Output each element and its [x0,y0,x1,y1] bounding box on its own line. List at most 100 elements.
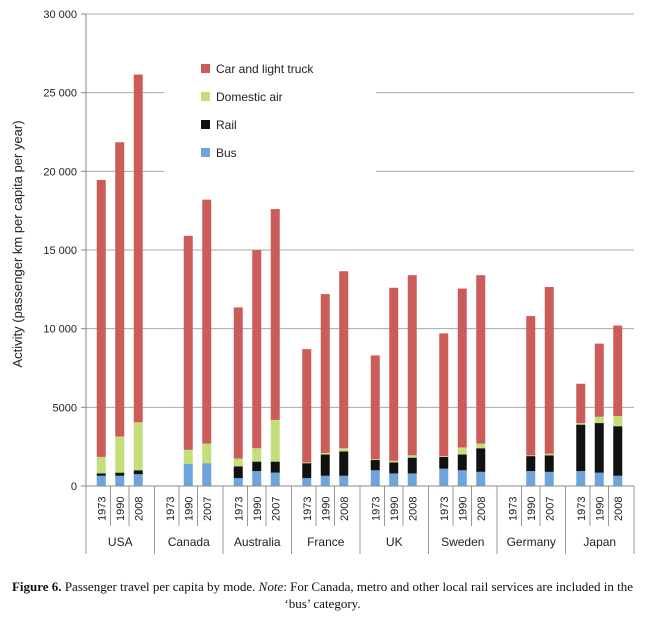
bar-segment-rail [339,451,349,476]
x-axis: 1973 1990 2008 USA 1973 1990 2007 Canada 1973 199… [85,485,635,554]
bar-segment-rail [96,473,106,476]
bar-segment-domestic-air [389,460,399,463]
bar-segment-rail [594,423,604,473]
legend-swatch [201,120,210,129]
caption-note-text: : For Canada, metro and other local rail… [283,579,634,611]
bar-segment-car-and-light-truck [270,209,280,420]
legend-label: Rail [216,118,237,132]
bar-segment-rail [544,455,554,472]
legend-swatch [201,64,210,73]
legend-label: Domestic air [216,90,283,104]
bars [96,74,623,486]
x-year-label: 1973 [302,497,314,521]
bar-segment-bus [96,475,106,486]
bar-segment-bus [370,470,380,486]
x-year-label: 2008 [339,497,351,521]
bar-segment-rail [389,462,399,474]
y-tick-label: 15 000 [43,245,77,257]
bar-segment-domestic-air [302,462,312,464]
legend-label: Car and light truck [216,62,314,76]
bar-segment-domestic-air [576,423,586,425]
bar-segment-domestic-air [202,443,212,464]
x-year-label: 2007 [544,497,556,521]
caption-text: Passenger travel per capita by mode. [61,579,259,594]
bar-segment-bus [252,471,262,486]
bar-segment-car-and-light-truck [233,307,243,459]
bar-segment-car-and-light-truck [115,142,125,437]
x-year-label: 1990 [457,497,469,521]
bar-segment-domestic-air [183,449,193,464]
legend-swatch [201,148,210,157]
bar-segment-car-and-light-truck [613,325,623,416]
bar-segment-car-and-light-truck [339,271,349,449]
bar-segment-rail [407,457,417,474]
bar-segment-bus [526,471,536,486]
bar-segment-domestic-air [252,448,262,462]
y-tick-label: 10 000 [43,324,77,336]
y-axis: 0 5000 10 000 15 000 20 000 25 000 30 000 [43,9,87,493]
bar-segment-car-and-light-truck [202,199,212,444]
bar-segment-bus [613,475,623,486]
bar-segment-domestic-air [544,453,554,456]
bar-segment-domestic-air [339,448,349,452]
x-year-label: 1973 [507,497,519,521]
bar-segment-car-and-light-truck [457,288,467,448]
bar-segment-bus [339,475,349,486]
x-year-label: 2007 [202,497,214,521]
y-tick-label: 25 000 [43,88,77,100]
x-year-label: 1973 [96,497,108,521]
bar-segment-rail [526,456,536,472]
y-tick-label: 20 000 [43,166,77,178]
legend-label: Bus [216,146,237,160]
bar-segment-car-and-light-truck [133,74,143,423]
x-year-label: 1973 [233,497,245,521]
bar-segment-bus [476,471,486,486]
bar-segment-domestic-air [233,458,243,467]
x-year-label: 2008 [133,497,145,521]
bar-segment-car-and-light-truck [370,355,380,460]
bar-segment-rail [302,463,312,479]
bar-segment-rail [457,454,467,471]
bar-segment-car-and-light-truck [544,286,554,454]
x-year-label: 1990 [389,497,401,521]
y-tick-label: 5000 [53,402,77,414]
bar-segment-domestic-air [96,456,106,474]
bar-segment-rail [476,448,486,472]
bar-segment-car-and-light-truck [183,235,193,450]
x-country-label: Canada [168,535,210,549]
bar-segment-bus [457,470,467,486]
bar-segment-rail [233,466,243,479]
x-year-label: 2008 [476,497,488,521]
bar-segment-car-and-light-truck [389,287,399,461]
bar-segment-domestic-air [270,419,280,462]
x-country-label: UK [386,535,403,549]
bar-segment-bus [594,472,604,486]
x-year-label: 1990 [252,497,264,521]
legend-background [164,55,376,173]
legend-swatch [201,92,210,101]
bar-segment-domestic-air [439,456,449,457]
bar-segment-domestic-air [613,415,623,427]
x-year-label: 1973 [439,497,451,521]
y-tick-label: 30 000 [43,9,77,21]
bar-segment-rail [439,456,449,469]
bar-segment-rail [133,470,143,475]
bar-segment-bus [202,463,212,486]
bar-segment-bus [270,472,280,486]
x-year-label: 1973 [165,497,177,521]
bar-segment-bus [320,475,330,486]
x-country-label: Australia [234,535,281,549]
x-year-label: 1990 [526,497,538,521]
bar-segment-domestic-air [594,416,604,424]
bar-segment-car-and-light-truck [302,349,312,463]
x-year-label: 1973 [576,497,588,521]
bar-segment-car-and-light-truck [476,275,486,444]
x-year-label: 1973 [370,497,382,521]
bar-segment-rail [252,461,262,472]
bar-segment-car-and-light-truck [407,275,417,456]
bar-segment-car-and-light-truck [252,250,262,449]
passenger-travel-chart: 0 5000 10 000 15 000 20 000 25 000 30 000 1973… [10,9,635,554]
figure-caption: Figure 6. Passenger travel per capita by… [0,578,645,612]
bar-segment-rail [270,461,280,473]
bar-segment-car-and-light-truck [439,333,449,457]
